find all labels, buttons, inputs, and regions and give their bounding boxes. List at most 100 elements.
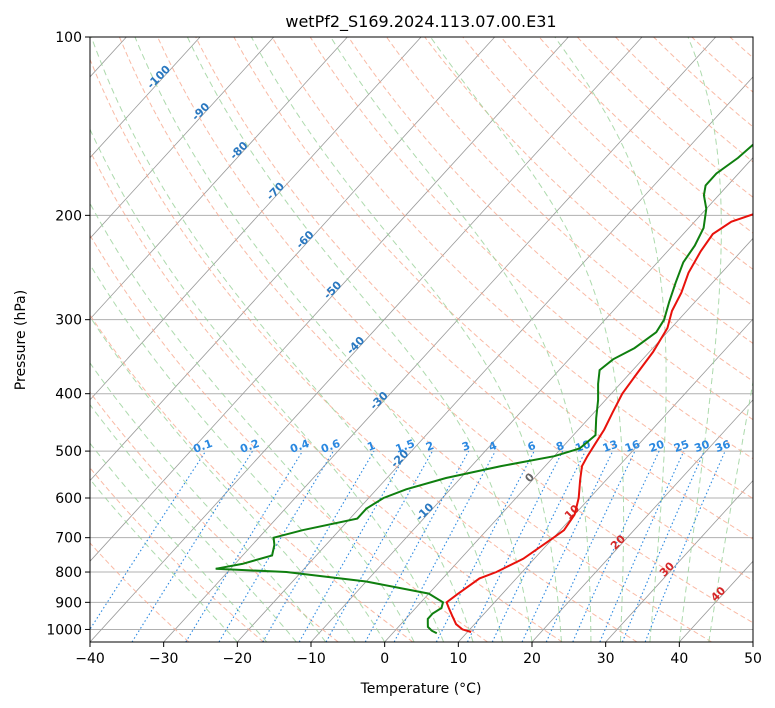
isotherm-label: -10 [413,500,436,523]
mixing-ratio-label: 20 [647,438,666,456]
dry-adiabat [271,37,753,500]
moist-adiabat [134,37,503,642]
isotherm-line [384,237,753,642]
dry-adiabat [691,37,753,93]
y-ticks: 1000 900 800 700 600 500 400 300 200 100 [46,30,90,638]
isotherm-label: -60 [293,228,316,251]
moist-adiabat [186,37,533,642]
x-tick-label: −20 [223,651,253,667]
x-tick-label: 50 [744,651,762,667]
isotherm-label: -80 [227,139,250,162]
mixing-ratio-label: 30 [693,438,712,456]
moist-adiabat [90,362,327,642]
dry-adiabat [386,37,753,382]
x-tick-label: 10 [449,651,467,667]
mixing-ratio-line [393,450,496,642]
x-tick-label: 40 [670,651,688,667]
moist-adiabat [430,37,625,642]
mixing-ratio-line [621,450,705,642]
moist-adiabat [90,478,238,642]
mixing-ratio-label: 0.2 [238,437,261,456]
x-axis-label: Temperature (°C) [360,681,482,697]
dewpoint-line [215,143,753,635]
dry-adiabat [538,37,753,234]
y-tick-label: 1000 [46,622,82,638]
dry-adiabat [424,37,753,344]
mixing-ratio-line [90,450,207,631]
isotherm-label: -40 [344,334,367,357]
chart-title: wetPf2_S169.2024.113.07.00.E31 [285,12,556,32]
mixing-ratio-label: 2 [424,439,436,454]
x-tick-label: 20 [523,651,541,667]
isotherm-line [90,37,496,482]
mixing-ratio-label: 0.4 [288,437,311,456]
isotherm-line [237,76,753,642]
isotherm-label: -50 [321,278,344,301]
mixing-ratio-label: 3 [460,439,472,454]
moist-adiabat-label: 30 [657,559,677,579]
mixing-ratio-lines [90,450,726,642]
mixing-ratio-label: 16 [623,438,642,456]
dry-adiabat [347,37,753,421]
isotherm-line [90,37,201,159]
moist-adiabat [90,403,297,642]
isotherm-line [605,479,753,642]
dry-adiabat [118,37,712,642]
dry-adiabat [90,314,414,642]
dry-adiabat [90,149,563,642]
mixing-ratio-line [467,450,564,642]
dry-adiabat [309,37,753,460]
x-tick-label: −30 [149,651,179,667]
isotherm-line [90,37,275,239]
moist-adiabat-label: 20 [608,532,628,552]
mixing-ratio-line [644,450,726,642]
mixing-ratio-line [599,450,685,642]
isotherm-line [752,641,753,642]
mixing-ratio-label: 1.5 [394,437,417,456]
y-tick-label: 500 [55,444,82,460]
mixing-ratio-line [131,450,254,642]
plot-frame [89,36,754,643]
dry-adiabat-lines [90,37,753,642]
mixing-ratio-line [364,450,470,642]
mixing-ratio-label: 0.6 [319,437,342,456]
moist-adiabat [678,37,722,642]
dry-adiabat [233,37,753,540]
y-tick-label: 200 [55,208,82,224]
y-axis-label: Pressure (hPa) [13,290,29,390]
mixing-ratio-line [218,450,334,642]
moist-adiabat [330,37,592,642]
dry-adiabat [90,467,264,642]
isotherm-line [531,399,753,642]
y-tick-label: 700 [55,531,82,547]
moist-adiabat [554,37,667,642]
isotherm-line [90,37,569,562]
x-ticks: −40 −30 −20 −10 0 10 20 30 40 50 [75,642,762,667]
mixing-ratio-label: 1 [365,439,377,454]
isotherm-label: -100 [144,63,173,92]
y-tick-label: 100 [55,30,82,46]
dry-adiabat [157,37,753,624]
x-tick-label: 30 [597,651,615,667]
moist-adiabat [250,37,562,642]
dry-adiabat [576,37,753,198]
isotherm-label: -90 [189,100,212,123]
isotherm-label: -70 [264,180,287,203]
moist-adiabat [90,128,445,642]
dry-adiabat [729,37,753,59]
y-tick-label: 300 [55,313,82,329]
mixing-ratio-line [491,450,586,642]
mixing-ratio-label: 6 [526,439,538,454]
isotherm-label: -30 [367,389,390,412]
dry-adiabat [462,37,753,307]
y-tick-label: 800 [55,565,82,581]
isotherm-line [90,37,422,401]
temperature-line [445,213,753,633]
moist-adiabat-label: 40 [708,584,728,604]
moist-adiabat [90,202,415,642]
mixing-ratio-label: 25 [672,438,691,455]
isotherm-line [163,37,717,642]
moist-adiabat [708,379,753,642]
dry-adiabat [653,37,753,128]
